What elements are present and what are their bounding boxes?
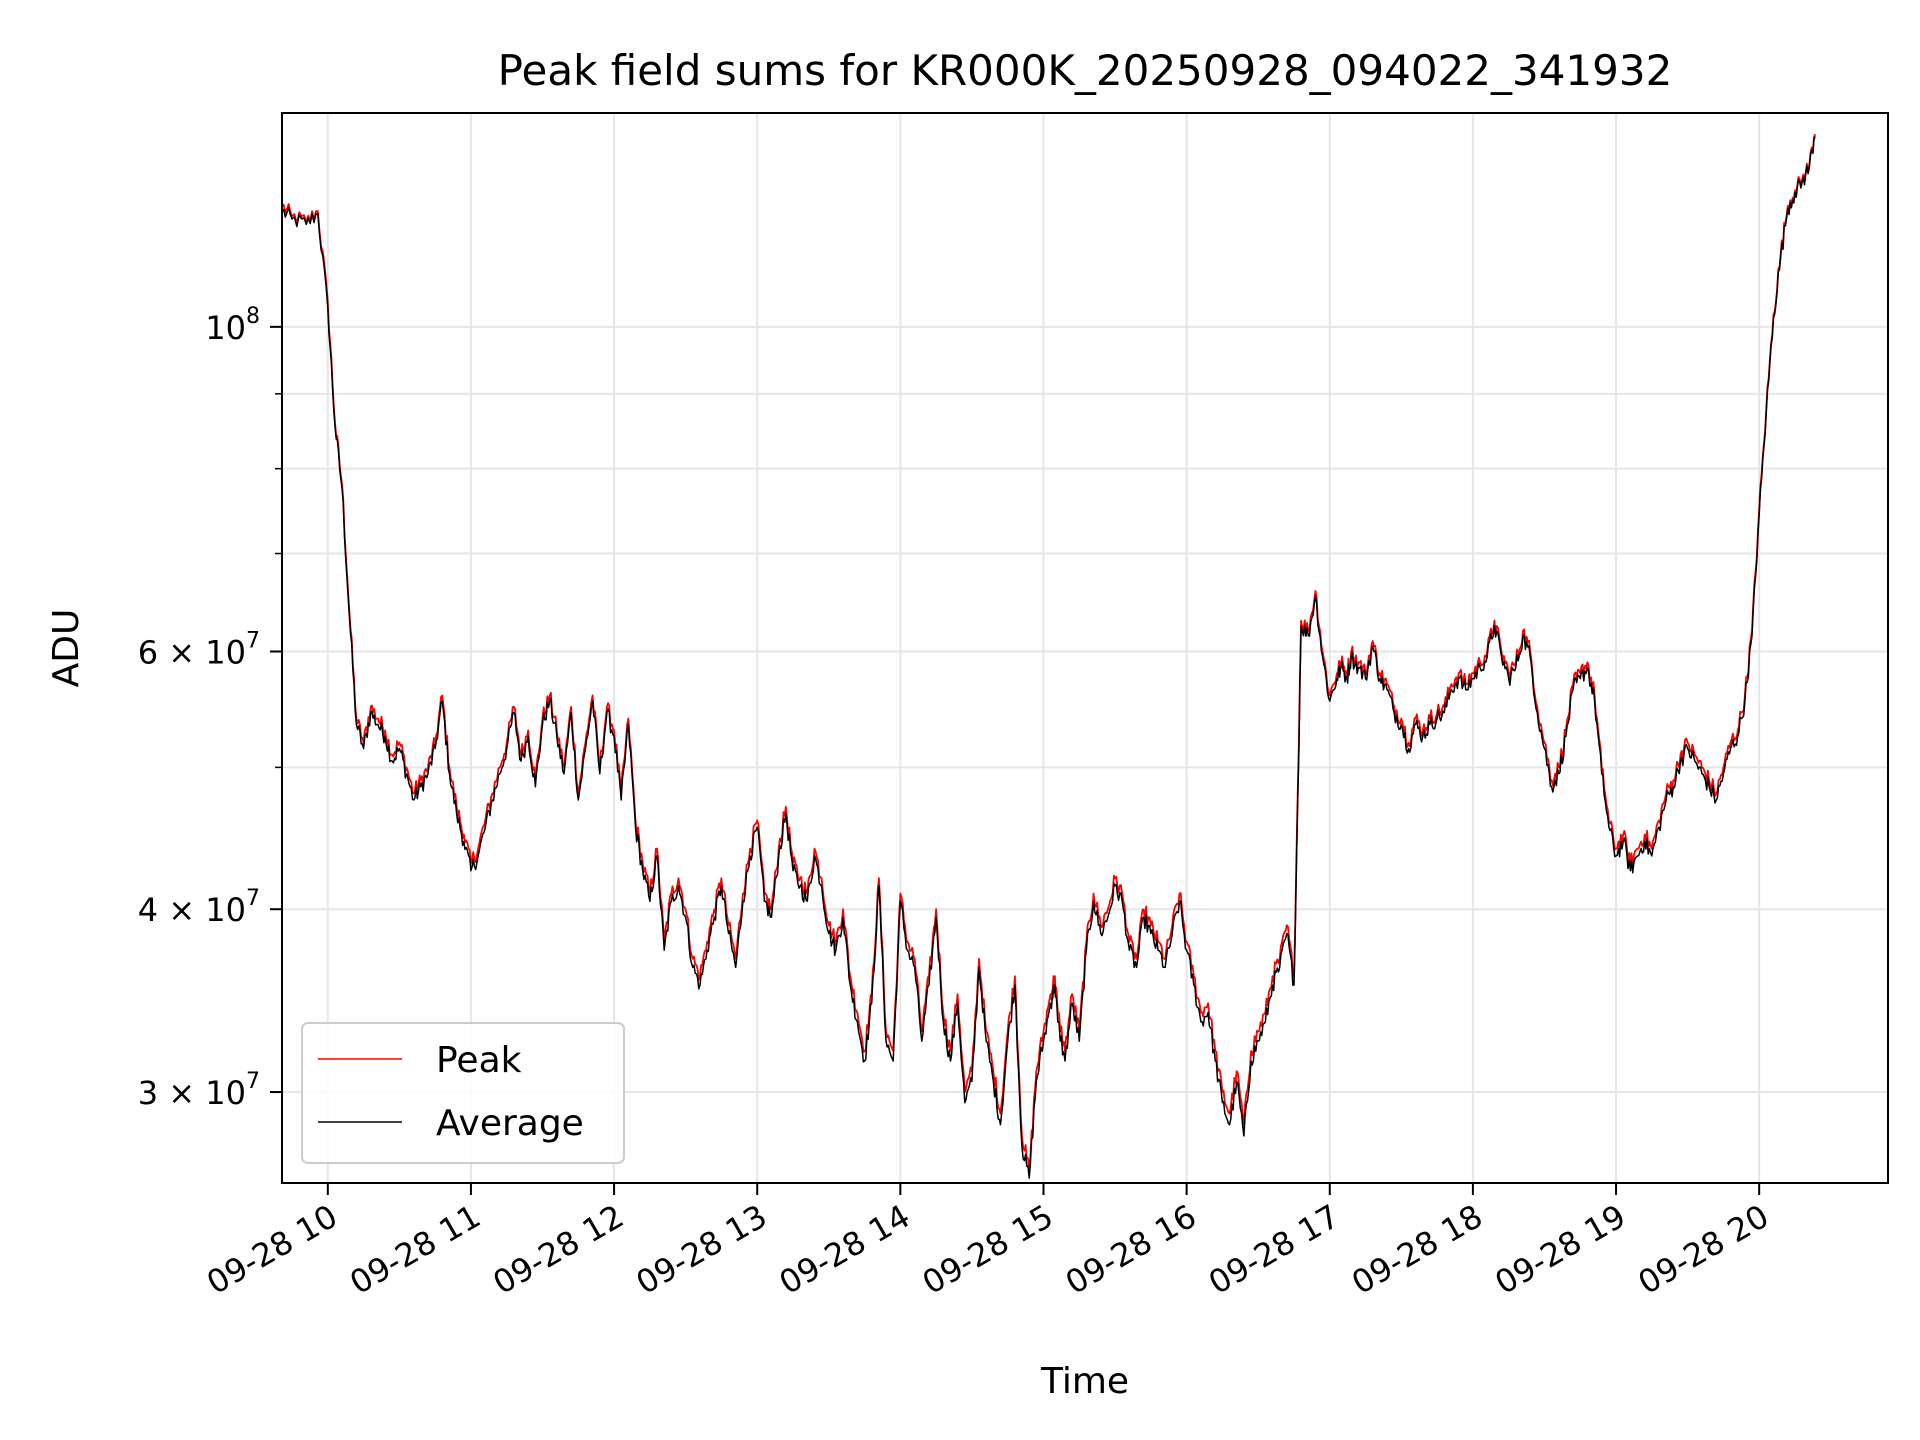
legend-label-average: Average (436, 1103, 584, 1144)
y-tick-label: 4 × 107 (138, 886, 260, 929)
plot-frame (281, 112, 1889, 1184)
grid (282, 113, 1888, 1183)
y-axis: 3 × 107 4 × 107 6 × 107 108 (138, 304, 282, 1112)
y-tick-label: 6 × 107 (138, 629, 260, 672)
legend-box (301, 1022, 625, 1164)
x-axis-label: Time (1040, 1361, 1129, 1402)
legend: Peak Average (301, 1022, 625, 1164)
legend-label-peak: Peak (436, 1040, 522, 1081)
series-line-average (281, 136, 1816, 1179)
y-axis-label: ADU (46, 609, 87, 688)
y-tick-label: 108 (205, 304, 260, 347)
y-tick-label: 3 × 107 (138, 1069, 260, 1112)
chart-title: Peak field sums for KR000K_20250928_0940… (498, 46, 1673, 95)
plot-lines (281, 133, 1817, 1179)
